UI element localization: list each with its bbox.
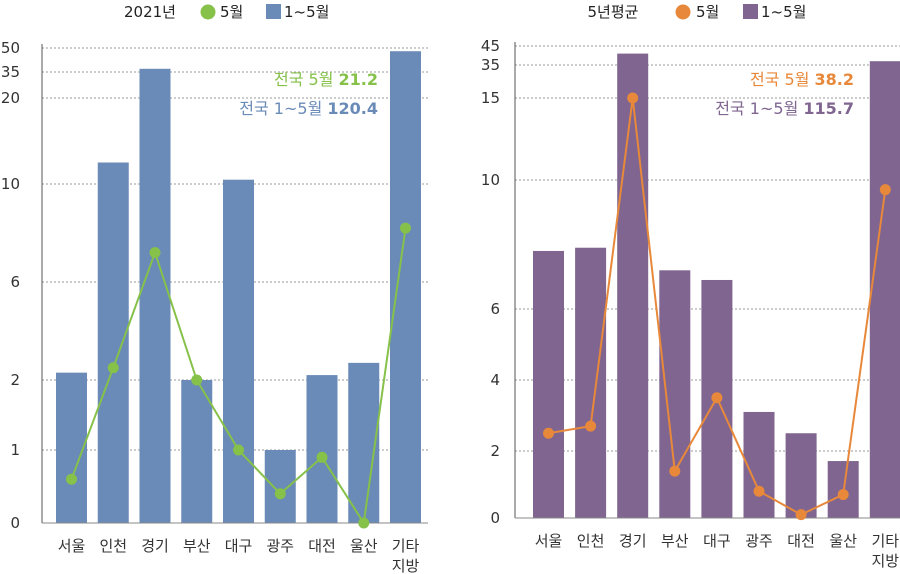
y-tick-label: 45 <box>481 37 500 55</box>
bar <box>390 51 421 523</box>
bar <box>264 450 296 523</box>
x-tick-label: 광주 <box>266 537 294 555</box>
line-point <box>711 392 723 404</box>
bar <box>139 68 171 524</box>
x-tick-label: 경기 <box>141 537 169 555</box>
line-point <box>191 374 203 386</box>
bar <box>575 247 607 518</box>
x-tick-label: 대구 <box>225 537 253 555</box>
legend-line-label: 5월 <box>696 3 719 21</box>
line-point <box>149 247 161 259</box>
annotation-value: 21.2 <box>339 70 378 89</box>
y-tick-label: 10 <box>1 175 20 193</box>
x-tick-label: 울산 <box>829 532 857 550</box>
bar <box>533 250 564 518</box>
x-tick-label: 기타 <box>871 532 899 550</box>
y-tick-label: 35 <box>481 56 500 74</box>
x-tick-label: 인천 <box>99 537 127 555</box>
y-tick-label: 20 <box>1 89 20 107</box>
annotation: 전국 1~5월 115.7 <box>715 99 854 118</box>
annotation-label: 전국 5월 <box>274 70 339 89</box>
line-point <box>669 465 681 477</box>
y-tick-label: 0 <box>10 514 20 532</box>
bar <box>659 270 691 518</box>
line-point <box>543 427 554 439</box>
y-tick-label: 1 <box>10 441 20 459</box>
y-tick-label: 15 <box>481 89 500 107</box>
x-tick-label: 대구 <box>703 532 731 550</box>
y-tick-label: 2 <box>10 371 20 389</box>
y-tick-label: 35 <box>1 63 20 81</box>
bar <box>785 433 817 518</box>
legend-bar-label: 1~5월 <box>284 3 329 21</box>
line-point <box>274 488 286 500</box>
x-tick-label: 지방 <box>392 557 420 574</box>
x-tick-label: 부산 <box>661 532 689 550</box>
legend-bar-label: 1~5월 <box>761 3 806 21</box>
y-tick-label: 6 <box>490 300 500 318</box>
x-tick-label: 서울 <box>58 537 86 555</box>
annotation-value: 115.7 <box>803 99 854 118</box>
legend-title: 5년평균 <box>588 3 639 21</box>
bar <box>743 411 775 518</box>
x-tick-label: 대전 <box>308 537 336 555</box>
annotation-label: 전국 1~5월 <box>239 99 327 118</box>
y-tick-label: 10 <box>481 171 500 189</box>
x-tick-label: 경기 <box>619 532 647 550</box>
legend-line-marker <box>200 4 216 20</box>
line-point <box>837 489 849 501</box>
x-tick-label: 기타 <box>392 537 420 555</box>
x-tick-label: 서울 <box>535 532 563 550</box>
bar <box>97 162 129 523</box>
line-point <box>358 517 370 529</box>
x-tick-label: 대전 <box>787 532 815 550</box>
y-tick-label: 0 <box>490 509 500 527</box>
x-tick-label: 부산 <box>183 537 211 555</box>
annotation-value: 120.4 <box>327 99 378 118</box>
y-tick-label: 4 <box>490 371 500 389</box>
line-point <box>107 362 119 374</box>
bar <box>223 179 254 523</box>
line-point <box>795 509 807 521</box>
bar <box>869 61 900 518</box>
legend-line-marker <box>675 4 691 20</box>
legend-title: 2021년 <box>124 3 176 21</box>
annotation-label: 전국 1~5월 <box>715 99 803 118</box>
line-point <box>316 451 328 463</box>
x-tick-label: 울산 <box>350 537 378 555</box>
line-point <box>753 485 765 497</box>
annotation: 전국 1~5월 120.4 <box>239 99 378 118</box>
legend-bar-marker <box>266 4 281 19</box>
legend-line-label: 5월 <box>220 3 243 21</box>
x-tick-label: 지방 <box>871 552 899 570</box>
bar <box>56 372 87 523</box>
x-tick-label: 광주 <box>745 532 773 550</box>
annotation-label: 전국 5월 <box>750 70 815 89</box>
bar <box>617 53 649 518</box>
bar <box>181 380 213 523</box>
annotation: 전국 5월 38.2 <box>750 70 854 89</box>
y-tick-label: 50 <box>1 39 20 57</box>
y-tick-label: 2 <box>490 442 500 460</box>
line-point <box>879 184 891 196</box>
y-tick-label: 6 <box>10 273 20 291</box>
line-point <box>585 420 597 432</box>
legend-bar-marker <box>743 4 758 19</box>
line-point <box>400 222 411 234</box>
bar <box>306 375 338 523</box>
line-point <box>233 444 244 456</box>
annotation-value: 38.2 <box>815 70 854 89</box>
x-tick-label: 인천 <box>577 532 605 550</box>
line-point <box>66 473 77 485</box>
annotation: 전국 5월 21.2 <box>274 70 378 89</box>
line-point <box>627 92 639 104</box>
